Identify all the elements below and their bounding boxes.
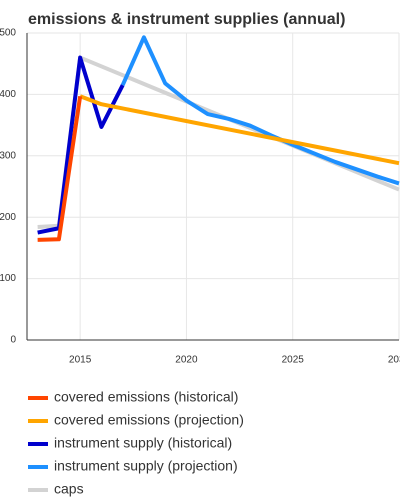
legend-label: instrument supply (historical): [54, 435, 232, 451]
series-line: [37, 95, 83, 242]
series-line: [120, 35, 400, 186]
legend-label: instrument supply (projection): [54, 458, 238, 474]
y-tick-label: 500: [0, 28, 16, 39]
y-tick-label: 100: [0, 273, 16, 284]
chart-title: emissions & instrument supplies (annual): [28, 11, 345, 28]
series-line: [37, 55, 400, 230]
y-tick-label: 200: [0, 212, 16, 223]
legend-label: caps: [54, 481, 84, 497]
legend-label: covered emissions (projection): [54, 412, 244, 428]
x-tick-label: 2025: [282, 355, 305, 366]
legend-label: covered emissions (historical): [54, 389, 238, 405]
x-tick-label: 2030: [388, 355, 400, 366]
series-line: [37, 55, 125, 235]
y-tick-label: 0: [10, 335, 16, 346]
x-tick-label: 2020: [175, 355, 198, 366]
x-tick-label: 2015: [69, 355, 92, 366]
y-tick-label: 300: [0, 150, 16, 161]
series-line: [79, 94, 400, 166]
y-tick-label: 400: [0, 89, 16, 100]
